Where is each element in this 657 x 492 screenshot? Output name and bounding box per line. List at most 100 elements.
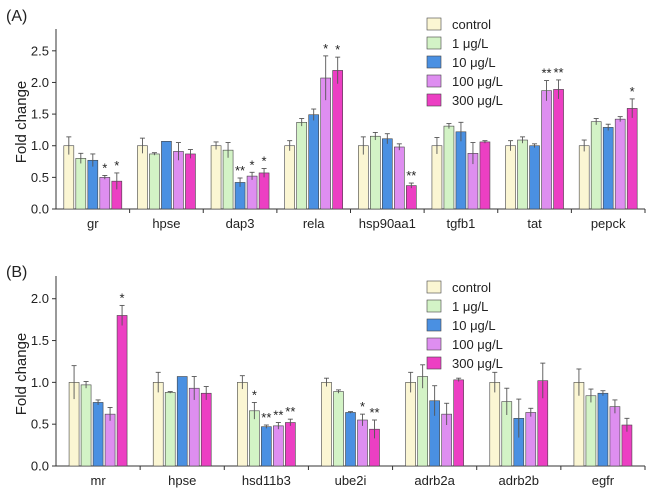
panel-b-category-label: adrb2a bbox=[414, 473, 455, 488]
panel-b-legend-label: 300 μg/L bbox=[452, 356, 503, 371]
panel-a-bar bbox=[99, 177, 111, 210]
panel-b-significance-mark: * bbox=[120, 290, 125, 305]
panel-b-bar bbox=[405, 382, 416, 467]
panel-b-category-label: adrb2b bbox=[499, 473, 539, 488]
panel-b-significance-mark: ** bbox=[285, 404, 295, 419]
panel-a-legend-swatch bbox=[426, 55, 442, 69]
panel-a-bar bbox=[541, 90, 552, 210]
panel-b-bar bbox=[176, 376, 188, 467]
panel-b-bar bbox=[525, 412, 537, 467]
panel-b-y-axis-label: Fold change bbox=[13, 333, 30, 416]
panel-b-bar bbox=[453, 379, 464, 467]
panel-a-significance-mark: * bbox=[102, 160, 107, 175]
panel-a-y-tick-label: 0.5 bbox=[31, 170, 49, 185]
panel-a-bar bbox=[246, 175, 258, 210]
panel-a-y-tick-label: 2.5 bbox=[31, 43, 49, 58]
panel-a-bar bbox=[75, 158, 87, 210]
panel-b-category-label: hsd11b3 bbox=[242, 473, 291, 488]
panel-b-y-tick-label: 1.5 bbox=[31, 333, 49, 348]
panel-b-bar bbox=[345, 412, 356, 467]
panel-a-bar bbox=[626, 108, 638, 210]
panel-a-significance-mark: ** bbox=[542, 66, 552, 81]
panel-b-bar bbox=[489, 382, 501, 467]
panel-a-legend-swatch bbox=[426, 17, 442, 31]
panel-b-y-tick-label: 2.0 bbox=[31, 291, 49, 306]
panel-b-bar bbox=[609, 406, 621, 467]
panel-b-bar bbox=[357, 419, 368, 467]
panel-a-bar bbox=[296, 122, 307, 210]
panel-b-y-tick-label: 0.5 bbox=[31, 417, 49, 432]
panel-a-legend-swatch bbox=[426, 93, 442, 107]
panel-a-bar bbox=[602, 127, 614, 210]
panel-b-legend-label: 1 μg/L bbox=[452, 299, 488, 314]
panel-a-bar bbox=[382, 138, 393, 210]
panel-a-bar bbox=[529, 145, 540, 210]
panel-b-legend-swatch bbox=[426, 337, 442, 351]
panel-b-bar bbox=[285, 422, 296, 467]
panel-a-bar bbox=[149, 153, 160, 210]
panel-a-legend-label: 100 μg/L bbox=[452, 74, 503, 89]
panel-a-significance-mark: ** bbox=[235, 163, 245, 178]
panel-b-significance-mark: ** bbox=[273, 408, 283, 423]
panel-a-bar bbox=[614, 118, 626, 210]
panel-a-bar bbox=[479, 141, 491, 210]
panel-b-bar bbox=[261, 426, 272, 467]
panel-a-bar bbox=[258, 172, 270, 210]
panel-a-significance-mark: ** bbox=[406, 168, 416, 183]
panel-a-bar bbox=[63, 145, 75, 210]
panel-a-bar bbox=[308, 114, 319, 210]
panel-a-legend-label: control bbox=[452, 17, 491, 32]
panel-b-legend-swatch bbox=[426, 318, 442, 332]
panel-b-category-label: egfr bbox=[592, 473, 615, 488]
panel-a-bar bbox=[87, 159, 99, 210]
panel-a-legend-label: 300 μg/L bbox=[452, 93, 503, 108]
panel-b-significance-mark: ** bbox=[261, 410, 271, 425]
panel-b-significance-mark: * bbox=[252, 387, 257, 402]
panel-a-legend-swatch bbox=[426, 74, 442, 88]
panel-b-bar bbox=[321, 382, 332, 467]
panel-b-bar bbox=[152, 382, 164, 467]
panel-a-bar bbox=[222, 149, 234, 210]
panel-a-significance-mark: * bbox=[630, 84, 635, 99]
panel-b-chart: (B) Fold change 0.0 0.5 1.0 1.5 2.0 mr * hpse hsd1… bbox=[6, 264, 646, 488]
panel-a-significance-mark: * bbox=[335, 42, 340, 57]
panel-b-legend-label: 10 μg/L bbox=[452, 318, 496, 333]
panel-a-significance-mark: * bbox=[262, 154, 267, 169]
panel-a-category-label: hpse bbox=[152, 216, 180, 231]
panel-b-bar bbox=[92, 402, 104, 467]
panel-a-category-label: hsp90aa1 bbox=[359, 216, 416, 231]
panel-a-bar bbox=[553, 89, 564, 210]
panel-a-y-axis-label: Fold change bbox=[13, 81, 30, 164]
panel-a-bar bbox=[443, 125, 455, 210]
panel-a-bar bbox=[406, 185, 417, 210]
panel-a-legend-swatch bbox=[426, 36, 442, 50]
panel-b-bar bbox=[164, 392, 176, 467]
panel-b-category-label: hpse bbox=[168, 473, 196, 488]
panel-b-bar bbox=[597, 392, 609, 467]
panel-a-bar bbox=[431, 145, 443, 210]
panel-a-bar bbox=[370, 135, 381, 210]
panel-a-legend-label: 1 μg/L bbox=[452, 36, 488, 51]
panel-a-bar bbox=[210, 145, 222, 210]
panel-a-y-tick-label: 0.0 bbox=[31, 202, 49, 217]
panel-a-label: (A) bbox=[6, 8, 27, 25]
panel-a-bar bbox=[517, 139, 528, 210]
panel-b-bar bbox=[200, 392, 212, 467]
panel-a-category-label: dap3 bbox=[226, 216, 255, 231]
panel-a-bar bbox=[505, 145, 516, 210]
panel-a-legend-label: 10 μg/L bbox=[452, 55, 496, 70]
panel-a-category-label: gr bbox=[87, 216, 99, 231]
panel-a-category-label: tgfb1 bbox=[446, 216, 475, 231]
panel-a-category-label: pepck bbox=[591, 216, 626, 231]
panel-a-bar bbox=[358, 145, 369, 210]
panel-a-significance-mark: * bbox=[114, 158, 119, 173]
panel-a-bar bbox=[394, 146, 405, 210]
panel-a-bar bbox=[284, 145, 295, 210]
panel-b-y-tick-label: 0.0 bbox=[31, 459, 49, 474]
panel-b-bar bbox=[237, 382, 248, 467]
panel-a-bar bbox=[137, 145, 148, 210]
panel-b-bar bbox=[417, 376, 428, 467]
panel-b-category-label: mr bbox=[90, 473, 106, 488]
